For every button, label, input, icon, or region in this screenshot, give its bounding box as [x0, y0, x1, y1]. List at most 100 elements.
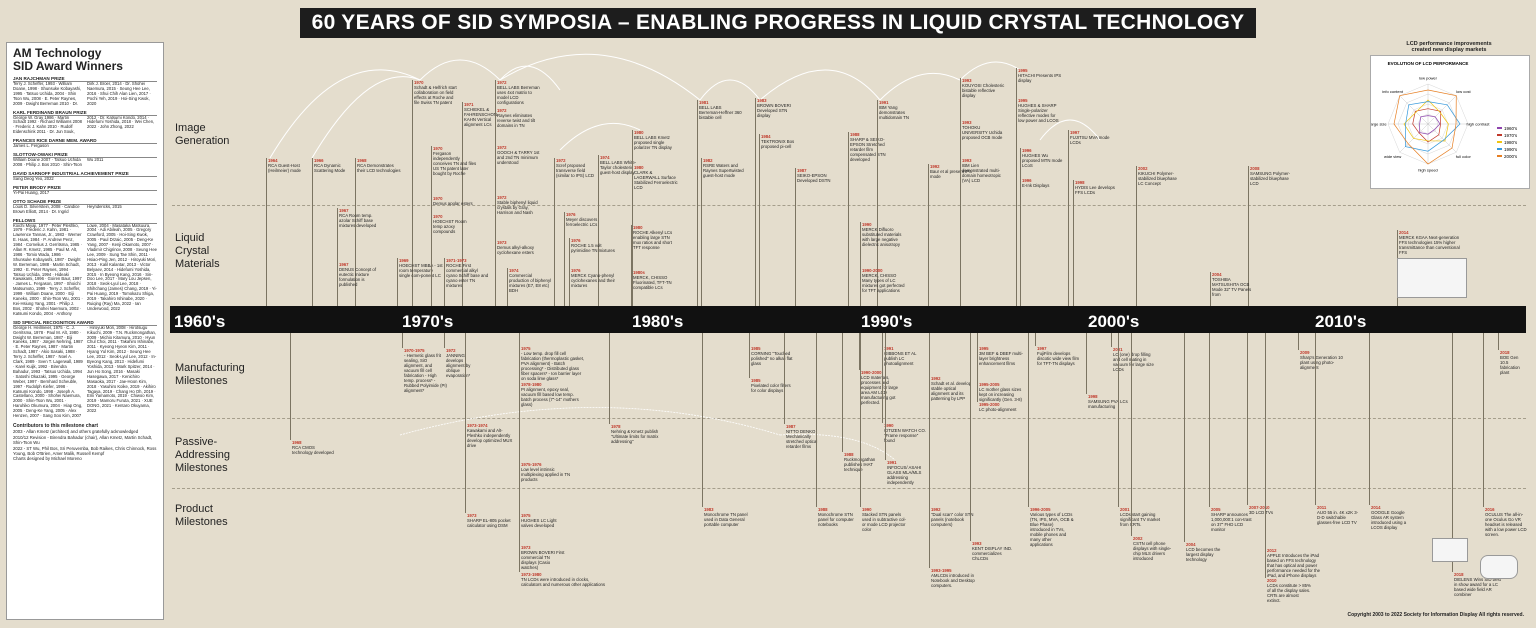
row-label-line: Passive- [175, 436, 218, 448]
contributors-title: Contributors to this milestone chart [13, 422, 99, 429]
milestone-year: 2012 [1267, 548, 1277, 553]
milestone-year: 1973-1980 [521, 572, 542, 577]
milestone-year: 1980 [634, 165, 644, 170]
milestone-stem [860, 268, 861, 306]
milestone-year: 1971 [464, 102, 474, 107]
decade-label: 2000's [1088, 312, 1140, 331]
milestone-year: 1972 [497, 80, 507, 85]
milestone-year: 1973 [521, 545, 531, 550]
prize-name: FRANCES RICE DARNE MEM. AWARD [13, 138, 157, 145]
prize-winners: Terry J. Scheffer, 1993 · William Doane,… [13, 81, 151, 106]
milestone-event: 1981 BELL LABS Berreman-Heffner 360 bista… [699, 100, 743, 120]
milestone-event: 1995-2000 LC photo-alignment [979, 402, 1023, 412]
milestone-stem [569, 268, 570, 306]
milestone-year: 1973 [497, 240, 507, 245]
milestone-year: 1998 [1075, 180, 1085, 185]
radar-legend-label: 2000's [1504, 154, 1518, 159]
milestone-text: HYDIS Lee develops FFS LCDs [1075, 185, 1115, 195]
milestone-event: 1980s MERCK, CHISSO Fluorinated, TFT-TN c… [633, 270, 677, 290]
milestone-text: Various types of LCDs (TN, IPS, MVA, OCB… [1030, 512, 1074, 547]
milestone-event: 2009 Sharp's Generation 10 plant using ph… [1300, 350, 1344, 370]
milestone-text: MERCK KGAA Next-generation FFS technolog… [1399, 235, 1460, 255]
milestone-stem [1086, 333, 1087, 394]
milestone-text: SAMSUNG Polymer-stabilized bluephase LCD [1250, 171, 1291, 186]
milestone-event: 1996-2005 Various types of LCDs (TN, IPS,… [1030, 507, 1074, 547]
milestone-year: 1975 [521, 513, 531, 518]
milestone-text: RCA Room temp. azolar Schiff base mixtur… [339, 213, 377, 228]
milestone-event: 1978 Nehring & Kmetz publish "Ultimate li… [611, 424, 665, 444]
milestone-text: BELL LABS Berreman-Heffner 360 bistable … [699, 105, 742, 120]
milestone-text: Stacked STN panels used in subtractive c… [862, 512, 906, 532]
milestone-text: RCA CMOS technology developed [292, 445, 334, 455]
milestone-year: 1974 [509, 268, 519, 273]
milestone-year: 2018 [1454, 572, 1464, 577]
milestone-text: 3D LCD TVs [1249, 510, 1274, 515]
milestone-year: 1972 [497, 195, 507, 200]
milestone-year: 2008 [1250, 166, 1260, 171]
milestone-text: SAMSUNG PVA LCs manufacturing [1088, 399, 1128, 409]
milestone-year: 2014 [1371, 505, 1381, 510]
copyright-text: Copyright 2003 to 2022 Society for Infor… [1347, 612, 1524, 618]
milestone-year: 1996 [1022, 178, 1032, 183]
milestone-year: 1991 [884, 346, 894, 351]
milestone-stem [402, 333, 403, 348]
milestone-stem [859, 333, 860, 370]
prize-winners: Koichi Miyaji, 1977 · Peter Pleshko, 197… [13, 222, 157, 316]
milestone-text: Kawakami and Alt-Pleshko independently d… [467, 428, 513, 448]
radar-legend-swatch [1497, 141, 1502, 143]
milestone-text: BROWN BOVERI Developed STN display [757, 103, 791, 118]
milestone-text: GIBBONS ET AL publish LC photoalignment [884, 351, 917, 366]
milestone-year: 1995 [1018, 98, 1028, 103]
milestone-stem [759, 134, 760, 306]
milestone-text: ROCHE Alkenyl LCs enabling large STN mux… [633, 230, 673, 250]
milestone-event: 2002 CSTN cell phone displays with single… [1133, 536, 1177, 561]
milestone-year: 1990-2000 [862, 268, 883, 273]
milestone-stem [1483, 333, 1484, 507]
milestone-year: 1990-2000 [861, 370, 882, 375]
google-glass-image [1432, 538, 1468, 562]
milestone-year: 1992 [931, 507, 941, 512]
milestone-stem [1210, 272, 1211, 306]
milestone-stem [631, 270, 632, 306]
milestone-event: 1983 BROWN BOVERI Developed STN display [757, 98, 801, 118]
award-winners-panel: AM Technology SID Award Winners JAN RAJC… [6, 42, 164, 620]
milestone-text: OCULUS The all-in-one Oculus Go VR heads… [1485, 512, 1527, 537]
milestone-year: 1970 [414, 80, 424, 85]
milestone-stem [290, 333, 291, 440]
radar-heading-line: LCD performance improvements [1406, 41, 1492, 47]
milestone-year: 1970-1975 [404, 348, 425, 353]
row-label-line: Milestones [175, 375, 228, 387]
milestone-text: HITACHI Presents IPS display [1018, 73, 1062, 83]
milestone-text: TN LCDs were introduced in clocks, calcu… [521, 577, 606, 587]
milestone-year: 1988 [844, 452, 854, 457]
milestone-event: 1987 SEIKO-EPSON Developed DSTN [797, 168, 841, 183]
milestone-year: 2009 [1300, 350, 1310, 355]
milestone-text: RCA Demonstrates their LCD technologies [357, 163, 401, 173]
decade-label: 1990's [861, 312, 913, 331]
arc [269, 69, 421, 159]
milestone-event: 1988 SHARP & SEIKO-EPSON Stretched retard… [850, 132, 894, 162]
milestone-text: Monochrome STN panel for computer notebo… [818, 512, 854, 527]
milestone-year: 1968 [292, 440, 302, 445]
milestone-event: 1976 MERCK Cyano-phenyl cyclohexanes and … [571, 268, 615, 288]
milestone-text: CITIZEN WATCH CO. "Frame response" found [884, 428, 927, 443]
milestone-text: Scref proposed transverse field (similar… [556, 163, 594, 178]
milestone-stem [1247, 333, 1248, 505]
milestone-stem [1369, 333, 1370, 505]
milestone-text: LCD materials, processes and equipment f… [861, 375, 899, 405]
milestone-event: 1991 GIBBONS ET AL publish LC photoalignm… [884, 346, 928, 366]
milestone-text: Fergason independently conceives TN and … [433, 151, 477, 176]
milestone-text: Meyer discovers ferroelectric LCs [566, 217, 598, 227]
milestone-event: 1966 RCA Dynamic Scattering Mode [314, 158, 358, 173]
row-label-image-generation: Image Generation [175, 122, 229, 148]
milestone-text: CLARK & LAGERWALL Surface Stabilized Fer… [634, 170, 678, 190]
milestone-stem [465, 333, 466, 513]
milestone-stem [929, 333, 930, 568]
milestone-text: MERCK, CHISSO Many types of LC mixtures … [862, 273, 905, 293]
milestone-event: 1985 CORNING "Touched polished" no alkali… [751, 346, 795, 366]
milestone-year: 1967 [339, 262, 349, 267]
milestone-event: 2004 LCD becomes the largest display tech… [1186, 542, 1230, 562]
milestone-stem [1035, 333, 1036, 346]
milestone-text: SCHIEKEL & FAHRENSCHON, KAHN Vertical al… [464, 107, 499, 127]
milestone-event: 1970-1975- Hermetic glass frit sealing, … [404, 348, 448, 393]
